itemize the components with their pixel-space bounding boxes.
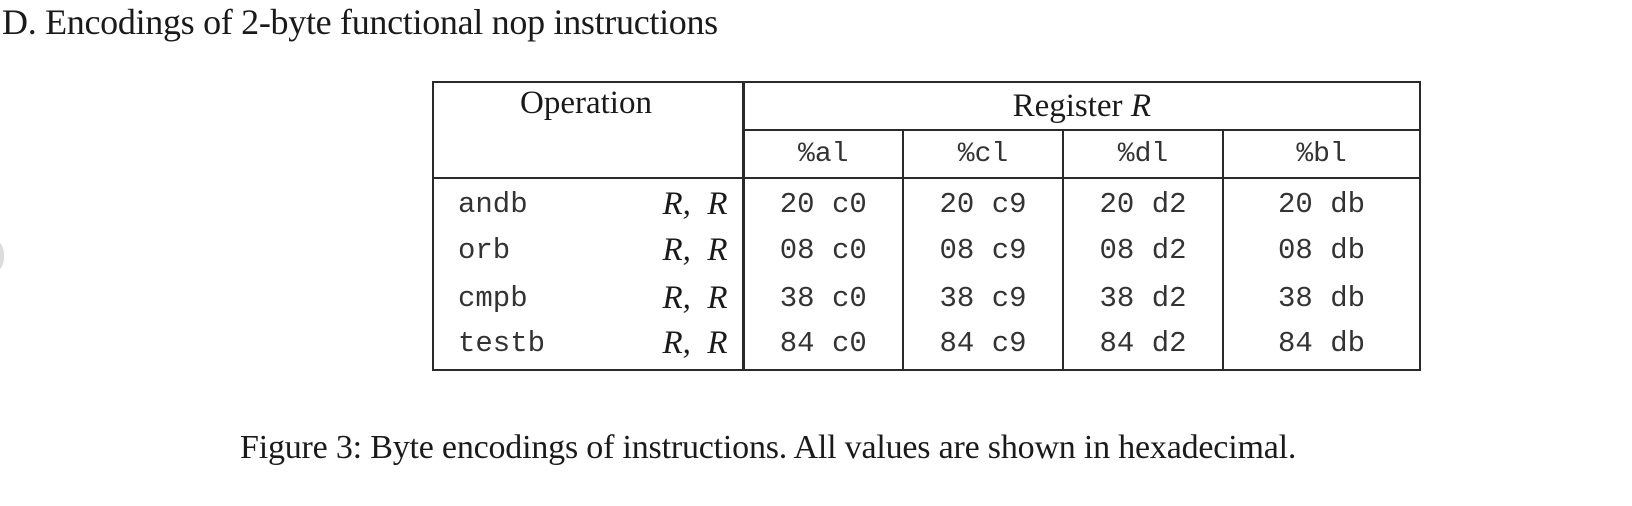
operation-name: orb xyxy=(458,233,511,267)
encoding-cell: 08 c9 xyxy=(902,226,1064,274)
section-heading: D. Encodings of 2-byte functional nop in… xyxy=(2,2,718,42)
table-row: cmpb R, R 38 c0 38 c9 38 d2 38 db xyxy=(433,274,1421,322)
encoding-cell: 84 c9 xyxy=(902,322,1064,370)
operation-name: testb xyxy=(458,327,546,360)
register-dl-header: %dl xyxy=(1062,130,1224,179)
register-cl-header: %cl xyxy=(902,130,1064,179)
encoding-cell: 38 d2 xyxy=(1062,274,1224,322)
encoding-cell: 84 d2 xyxy=(1062,322,1224,370)
operation-operands: R, R xyxy=(599,274,745,322)
register-header-label: Register xyxy=(1012,87,1131,124)
figure-caption: Figure 3: Byte encodings of instructions… xyxy=(240,429,1297,466)
table-row: testb R, R 84 c0 84 c9 84 d2 84 db xyxy=(433,322,1421,370)
operation-header: Operation xyxy=(433,82,745,179)
encoding-cell: 38 c0 xyxy=(779,281,867,315)
encoding-cell: 38 c9 xyxy=(902,274,1064,322)
encoding-table: Operation Register R %al %cl %dl %bl and… xyxy=(432,81,1422,371)
encoding-cell: 84 c0 xyxy=(779,327,867,360)
operation-name: cmpb xyxy=(458,281,528,315)
encoding-cell: 08 db xyxy=(1222,226,1421,274)
register-header: Register R xyxy=(743,82,1421,131)
table-row: orb R, R 08 c0 08 c9 08 d2 08 db xyxy=(433,226,1421,274)
operation-name: andb xyxy=(458,188,528,221)
encoding-cell: 84 db xyxy=(1222,322,1421,370)
register-al-header: %al xyxy=(743,130,904,179)
operation-operands: R, R xyxy=(599,226,745,274)
table-row: andb R, R 20 c0 20 c9 20 d2 20 db xyxy=(433,178,1421,226)
encoding-cell: 20 c0 xyxy=(779,188,867,221)
operation-operands: R, R xyxy=(599,178,745,226)
encoding-cell: 20 c9 xyxy=(902,178,1064,226)
encoding-cell: 08 c0 xyxy=(779,233,867,267)
encoding-cell: 38 db xyxy=(1222,274,1421,322)
encoding-cell: 08 d2 xyxy=(1062,226,1224,274)
encoding-cell: 20 db xyxy=(1222,178,1421,226)
register-bl-header: %bl xyxy=(1222,130,1421,179)
operation-operands: R, R xyxy=(599,322,745,370)
register-header-variable: R xyxy=(1130,87,1151,124)
encoding-cell: 20 d2 xyxy=(1062,178,1224,226)
scroll-indicator xyxy=(0,236,4,276)
